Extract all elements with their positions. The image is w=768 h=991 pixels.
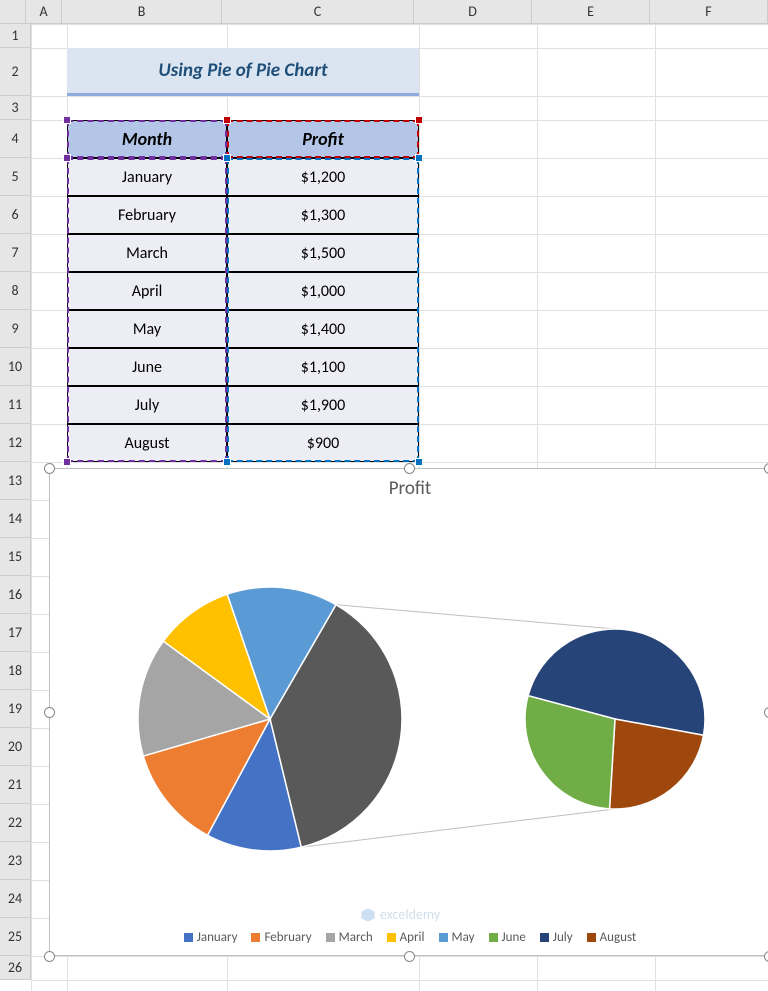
legend-label: June [502,930,526,945]
legend-label: August [600,930,637,945]
row-header-17[interactable]: 17 [0,614,31,652]
column-header-B[interactable]: B [62,0,222,23]
row-header-1[interactable]: 1 [0,24,31,48]
cell-month-2[interactable]: March [67,234,227,272]
row-header-2[interactable]: 2 [0,48,31,96]
legend-swatch [540,933,549,942]
cell-profit-1[interactable]: $1,300 [227,196,419,234]
cell-profit-6[interactable]: $1,900 [227,386,419,424]
cell-profit-3[interactable]: $1,000 [227,272,419,310]
legend-swatch [184,933,193,942]
legend-swatch [439,933,448,942]
row-header-24[interactable]: 24 [0,880,31,918]
column-header-D[interactable]: D [414,0,532,23]
row-header-9[interactable]: 9 [0,310,31,348]
row-header-11[interactable]: 11 [0,386,31,424]
cell-month-1[interactable]: February [67,196,227,234]
cell-month-4[interactable]: May [67,310,227,348]
chart-resize-handle[interactable] [404,951,415,962]
chart-resize-handle[interactable] [44,707,55,718]
column-headers: ABCDEF [0,0,768,24]
row-header-12[interactable]: 12 [0,424,31,462]
select-all-corner[interactable] [0,0,26,23]
chart-resize-handle[interactable] [44,951,55,962]
column-header-C[interactable]: C [222,0,414,23]
watermark-text: exceldemy [380,906,440,923]
chart-resize-handle[interactable] [44,463,55,474]
column-header-E[interactable]: E [532,0,650,23]
legend-label: March [339,930,373,945]
cell-month-5[interactable]: June [67,348,227,386]
legend-item-august[interactable]: August [587,930,637,945]
legend-item-february[interactable]: February [251,930,311,945]
legend-item-june[interactable]: June [489,930,526,945]
table-header-month[interactable]: Month [67,120,227,158]
spreadsheet-grid: ABCDEF 123456789101112131415161718192021… [0,0,768,991]
row-header-8[interactable]: 8 [0,272,31,310]
cell-profit-0[interactable]: $1,200 [227,158,419,196]
legend-label: January [197,930,238,945]
cell-profit-4[interactable]: $1,400 [227,310,419,348]
chart-resize-handle[interactable] [764,463,768,474]
legend-label: May [452,930,475,945]
cell-profit-2[interactable]: $1,500 [227,234,419,272]
column-header-A[interactable]: A [26,0,62,23]
watermark: exceldemy [360,906,440,923]
watermark-icon [360,907,376,923]
legend-item-july[interactable]: July [540,930,573,945]
legend-item-may[interactable]: May [439,930,475,945]
row-header-10[interactable]: 10 [0,348,31,386]
legend-swatch [387,933,396,942]
row-header-22[interactable]: 22 [0,804,31,842]
cell-profit-5[interactable]: $1,100 [227,348,419,386]
row-header-6[interactable]: 6 [0,196,31,234]
row-header-3[interactable]: 3 [0,96,31,120]
legend-item-january[interactable]: January [184,930,238,945]
pie-chart-object[interactable]: Profit JanuaryFebruaryMarchAprilMayJuneJ… [49,468,768,956]
cell-month-6[interactable]: July [67,386,227,424]
row-header-23[interactable]: 23 [0,842,31,880]
row-header-21[interactable]: 21 [0,766,31,804]
table-header-profit[interactable]: Profit [227,120,419,158]
cell-month-7[interactable]: August [67,424,227,462]
row-header-15[interactable]: 15 [0,538,31,576]
cell-month-0[interactable]: January [67,158,227,196]
row-header-14[interactable]: 14 [0,500,31,538]
row-header-13[interactable]: 13 [0,462,31,500]
legend-swatch [326,933,335,942]
row-header-19[interactable]: 19 [0,690,31,728]
title-cell[interactable]: Using Pie of Pie Chart [67,48,419,96]
column-header-F[interactable]: F [650,0,768,23]
row-header-16[interactable]: 16 [0,576,31,614]
chart-legend[interactable]: January February March April May June July Augu… [70,930,750,945]
legend-label: February [264,930,311,945]
chart-resize-handle[interactable] [404,463,415,474]
cell-profit-7[interactable]: $900 [227,424,419,462]
row-header-20[interactable]: 20 [0,728,31,766]
chart-title[interactable]: Profit [50,477,768,500]
legend-label: April [400,930,425,945]
chart-resize-handle[interactable] [764,707,768,718]
chart-plot-area[interactable] [50,501,768,919]
row-header-5[interactable]: 5 [0,158,31,196]
chart-resize-handle[interactable] [764,951,768,962]
row-header-4[interactable]: 4 [0,120,31,158]
cell-month-3[interactable]: April [67,272,227,310]
legend-item-march[interactable]: March [326,930,373,945]
row-header-7[interactable]: 7 [0,234,31,272]
row-header-18[interactable]: 18 [0,652,31,690]
row-header-25[interactable]: 25 [0,918,31,956]
legend-swatch [489,933,498,942]
legend-label: July [553,930,573,945]
legend-item-april[interactable]: April [387,930,425,945]
legend-swatch [587,933,596,942]
legend-swatch [251,933,260,942]
row-header-26[interactable]: 26 [0,956,31,980]
